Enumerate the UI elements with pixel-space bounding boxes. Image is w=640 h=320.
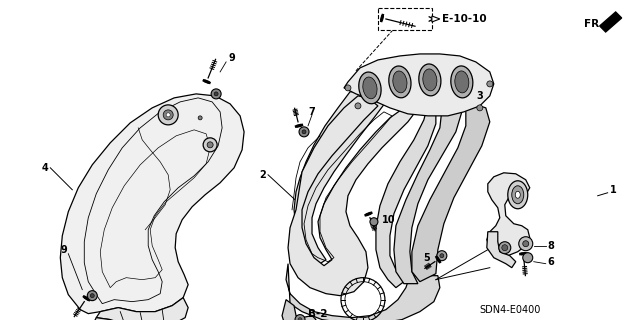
Text: 9: 9 <box>228 53 235 63</box>
Polygon shape <box>282 300 316 320</box>
Circle shape <box>163 110 173 120</box>
Ellipse shape <box>388 66 411 98</box>
Circle shape <box>203 138 217 152</box>
Circle shape <box>437 251 447 261</box>
Text: 10: 10 <box>382 215 396 225</box>
Polygon shape <box>487 173 530 256</box>
Circle shape <box>298 318 302 320</box>
Circle shape <box>87 291 97 301</box>
Circle shape <box>487 81 493 87</box>
Ellipse shape <box>363 77 377 99</box>
Circle shape <box>355 103 361 109</box>
Text: 3: 3 <box>477 91 484 101</box>
Text: E-10-10: E-10-10 <box>442 14 486 24</box>
Text: B-2: B-2 <box>308 308 328 319</box>
Circle shape <box>440 254 444 258</box>
Text: FR.: FR. <box>584 19 603 29</box>
Text: 8: 8 <box>548 241 555 251</box>
Circle shape <box>523 253 532 263</box>
Circle shape <box>519 237 532 251</box>
Text: 5: 5 <box>423 253 430 263</box>
Polygon shape <box>294 88 396 264</box>
Ellipse shape <box>455 71 469 93</box>
Polygon shape <box>286 264 440 320</box>
Text: 2: 2 <box>259 170 266 180</box>
Circle shape <box>198 116 202 120</box>
Polygon shape <box>344 54 494 116</box>
Text: 7: 7 <box>308 107 315 117</box>
Text: 1: 1 <box>610 185 616 195</box>
Circle shape <box>499 242 511 254</box>
Polygon shape <box>394 94 462 284</box>
Ellipse shape <box>512 186 524 204</box>
Polygon shape <box>60 94 244 314</box>
Circle shape <box>370 218 378 226</box>
Polygon shape <box>432 16 440 22</box>
Ellipse shape <box>451 66 473 98</box>
Polygon shape <box>412 104 490 282</box>
Circle shape <box>477 105 483 111</box>
Ellipse shape <box>508 181 528 209</box>
Polygon shape <box>487 232 516 268</box>
Circle shape <box>299 127 309 137</box>
Circle shape <box>502 245 508 251</box>
Ellipse shape <box>359 72 381 104</box>
Polygon shape <box>600 12 621 32</box>
Polygon shape <box>90 318 130 320</box>
Circle shape <box>295 315 305 320</box>
Circle shape <box>90 294 94 298</box>
Polygon shape <box>288 96 414 296</box>
Ellipse shape <box>419 64 441 96</box>
Polygon shape <box>96 298 188 320</box>
Ellipse shape <box>515 191 520 198</box>
Circle shape <box>207 142 213 148</box>
Circle shape <box>166 113 170 117</box>
Bar <box>378 8 432 30</box>
Text: 9: 9 <box>60 245 67 255</box>
Circle shape <box>523 241 529 247</box>
Ellipse shape <box>423 69 437 91</box>
Text: SDN4-E0400: SDN4-E0400 <box>480 305 541 315</box>
Circle shape <box>302 130 306 134</box>
Circle shape <box>211 89 221 99</box>
Circle shape <box>158 105 178 125</box>
Text: 4: 4 <box>42 163 49 173</box>
Circle shape <box>345 85 351 91</box>
Circle shape <box>214 92 218 96</box>
Text: 6: 6 <box>548 257 554 267</box>
Polygon shape <box>376 90 436 288</box>
Ellipse shape <box>393 71 407 93</box>
